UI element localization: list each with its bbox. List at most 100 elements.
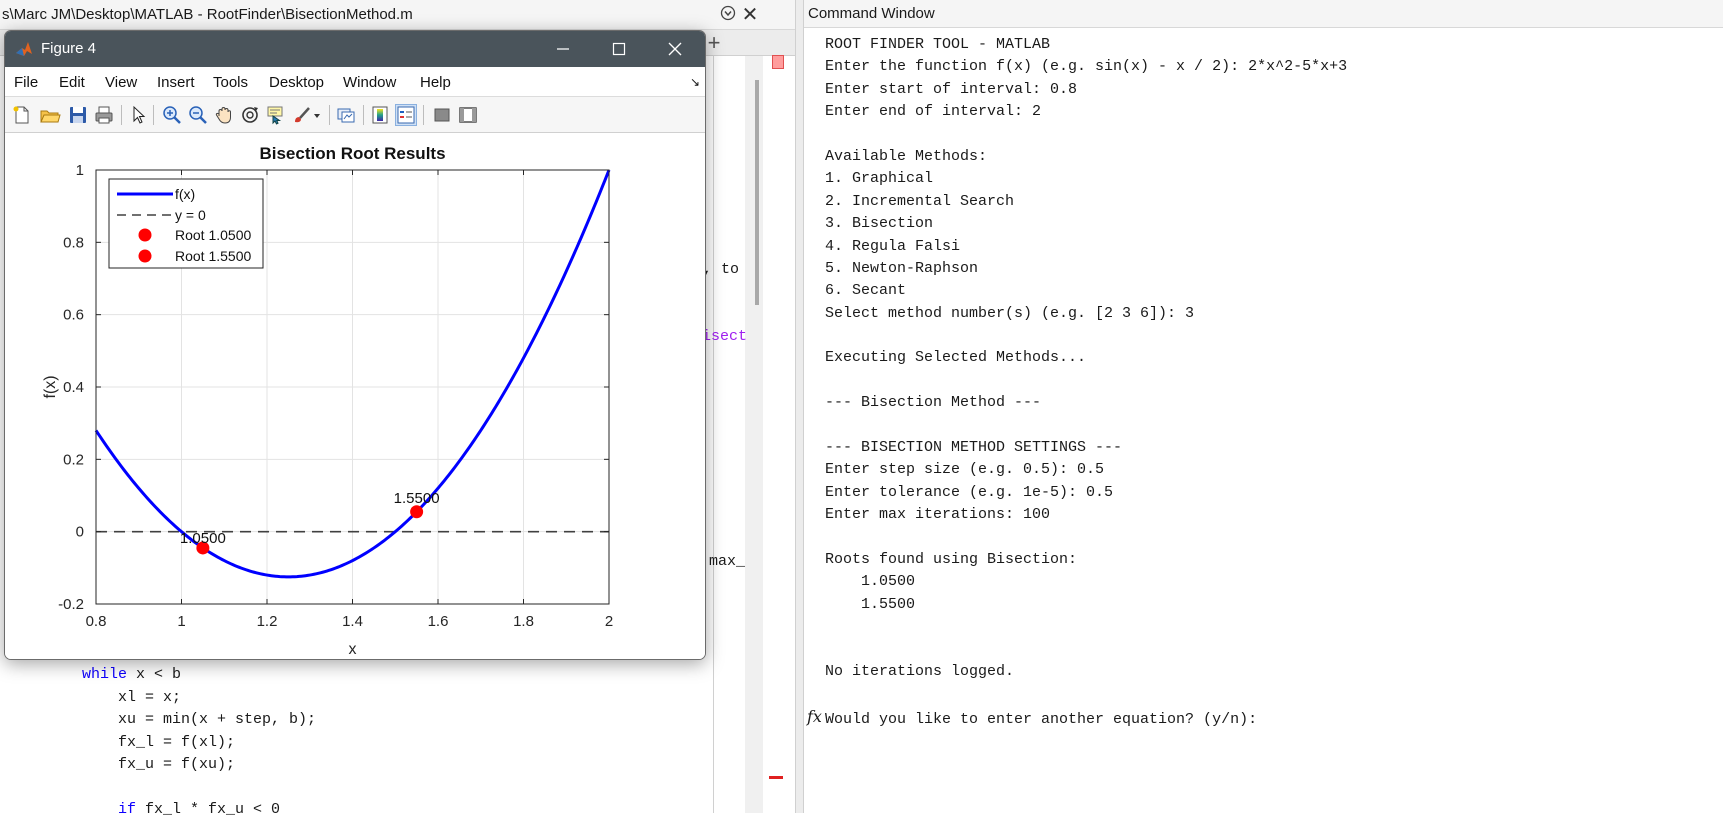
maximize-icon — [612, 42, 626, 56]
code-line[interactable]: while x < b — [82, 664, 316, 687]
code-line[interactable]: if fx_l * fx_u < 0 — [82, 799, 316, 822]
menu-help[interactable]: Help — [420, 74, 451, 91]
command-output-line: 4. Regula Falsi — [825, 237, 961, 255]
root-marker-2 — [410, 505, 424, 519]
maximize-button[interactable] — [591, 31, 647, 67]
minimize-icon — [557, 48, 569, 50]
code-line[interactable]: xl = x; — [82, 687, 316, 710]
code-analyzer-indicator[interactable] — [772, 55, 784, 69]
link-plot-icon[interactable] — [335, 104, 357, 126]
figure-canvas[interactable]: 1.0500 1.5500 0.8 1 1.2 1.4 1.6 1.8 2 -0.2 0 0.2 0.4… — [5, 133, 706, 660]
code-fragment-max: max_ — [709, 553, 746, 570]
editor-scrollbar[interactable] — [745, 56, 763, 813]
menu-edit[interactable]: Edit — [59, 74, 85, 91]
save-icon[interactable] — [67, 104, 89, 126]
y-tick-label: 0.8 — [63, 234, 84, 251]
data-cursor-icon[interactable] — [265, 104, 287, 126]
legend-label-y0: y = 0 — [175, 207, 206, 223]
command-window[interactable]: Command Window ROOT FINDER TOOL - MATLAB… — [804, 0, 1723, 813]
legend-label-fx: f(x) — [175, 186, 195, 202]
menu-view[interactable]: View — [105, 74, 138, 91]
code-text: fx_l = f(xl); — [82, 733, 236, 751]
command-output-line: 6. Secant — [825, 282, 907, 300]
hide-plot-tools-icon[interactable] — [431, 104, 453, 126]
menu-desktop[interactable]: Desktop — [269, 74, 325, 91]
plot-area[interactable]: 1.0500 1.5500 0.8 1 1.2 1.4 1.6 1.8 2 -0.2 0 0.2 0.4… — [5, 133, 706, 660]
editor-actions-icon[interactable] — [718, 5, 738, 25]
matlab-logo-icon — [15, 40, 33, 63]
zoom-out-icon[interactable] — [187, 104, 209, 126]
pane-splitter[interactable] — [795, 0, 804, 813]
menu-file[interactable]: File — [14, 74, 39, 91]
legend-icon[interactable] — [395, 104, 417, 126]
code-analyzer-marker[interactable] — [769, 776, 783, 779]
menu-tools[interactable]: Tools — [213, 74, 249, 91]
code-lines[interactable]: while x < b xl = x; xu = min(x + step, b… — [82, 664, 316, 822]
editor-divider — [713, 56, 714, 813]
code-line[interactable]: xu = min(x + step, b); — [82, 709, 316, 732]
root-label-1: 1.0500 — [180, 530, 226, 547]
editor-path-bar: s\Marc JM\Desktop\MATLAB - RootFinder\Bi… — [0, 0, 795, 30]
new-figure-icon[interactable] — [11, 104, 33, 126]
y-tick-label: 1 — [76, 162, 84, 179]
x-tick-label: 1.6 — [428, 613, 449, 630]
code-line[interactable] — [82, 777, 316, 800]
print-icon[interactable] — [93, 104, 115, 126]
command-output: ROOT FINDER TOOL - MATLAB Enter the funct… — [825, 34, 1347, 683]
command-output-line: Enter the function f(x) (e.g. sin(x) - x… — [825, 58, 1348, 76]
figure-menubar: File Edit View Insert Tools Desktop Wind… — [5, 67, 705, 97]
brush-dropdown-icon[interactable] — [311, 104, 323, 126]
code-text: xl = x; — [82, 688, 182, 706]
colorbar-icon[interactable] — [369, 104, 391, 126]
legend-label-root-2: Root 1.5500 — [175, 248, 251, 264]
code-keyword: if — [82, 801, 137, 818]
editor-close-icon[interactable]: ✕ — [741, 4, 759, 26]
y-axis-label: f(x) — [42, 375, 59, 398]
command-output-line — [825, 639, 1347, 661]
command-output-line: 1. Graphical — [825, 170, 934, 188]
figure-window[interactable]: Figure 4 File Edit View Insert Tools Des… — [4, 30, 706, 660]
close-button[interactable] — [647, 31, 703, 67]
show-plot-tools-icon[interactable] — [457, 104, 479, 126]
command-output-line — [825, 527, 1347, 549]
menu-window[interactable]: Window — [343, 74, 397, 91]
code-text: fx_u = f(xu); — [82, 756, 236, 773]
rotate-3d-icon[interactable] — [239, 104, 261, 126]
code-text: fx_l * fx_u < 0 — [136, 801, 281, 818]
x-tick-label: 0.8 — [86, 613, 107, 630]
select-pointer-icon[interactable] — [127, 104, 149, 126]
y-tick-label: -0.2 — [58, 596, 84, 613]
command-output-line: ROOT FINDER TOOL - MATLAB — [825, 36, 1051, 53]
code-keyword: while — [82, 666, 128, 683]
editor-file-path: s\Marc JM\Desktop\MATLAB - RootFinder\Bi… — [2, 6, 413, 23]
command-output-line — [825, 370, 1347, 392]
x-tick-label: 1.4 — [342, 613, 363, 630]
command-output-line — [825, 616, 1347, 638]
command-output-line: No iterations logged. — [825, 662, 1015, 680]
y-tick-label: 0 — [76, 524, 84, 541]
code-line[interactable]: fx_u = f(xu); — [82, 754, 316, 777]
command-output-line — [825, 325, 1347, 347]
command-prompt[interactable]: Would you like to enter another equation… — [825, 711, 1258, 728]
minimize-button[interactable] — [535, 31, 591, 67]
pan-icon[interactable] — [213, 104, 235, 126]
menu-insert[interactable]: Insert — [157, 74, 195, 91]
function-curve — [94, 169, 611, 579]
x-tick-label: 1 — [177, 613, 185, 630]
close-icon — [668, 42, 682, 56]
command-output-line: 3. Bisection — [825, 215, 934, 233]
brush-icon[interactable] — [291, 104, 313, 126]
add-tab-button[interactable]: + — [707, 30, 721, 55]
chart-title: Bisection Root Results — [259, 144, 445, 163]
zoom-in-icon[interactable] — [161, 104, 183, 126]
open-file-icon[interactable] — [39, 104, 61, 126]
figure-titlebar[interactable]: Figure 4 — [5, 31, 705, 67]
y-tick-label: 0.2 — [63, 451, 84, 468]
code-line[interactable]: fx_l = f(xl); — [82, 732, 316, 755]
editor-scroll-thumb[interactable] — [755, 80, 759, 305]
fx-icon[interactable]: fx — [807, 707, 822, 726]
dock-figure-icon[interactable]: ↘ — [690, 75, 701, 89]
command-output-line: 5. Newton-Raphson — [825, 259, 979, 277]
command-output-line: Enter start of interval: 0.8 — [825, 80, 1078, 98]
x-tick-label: 1.2 — [257, 613, 278, 630]
